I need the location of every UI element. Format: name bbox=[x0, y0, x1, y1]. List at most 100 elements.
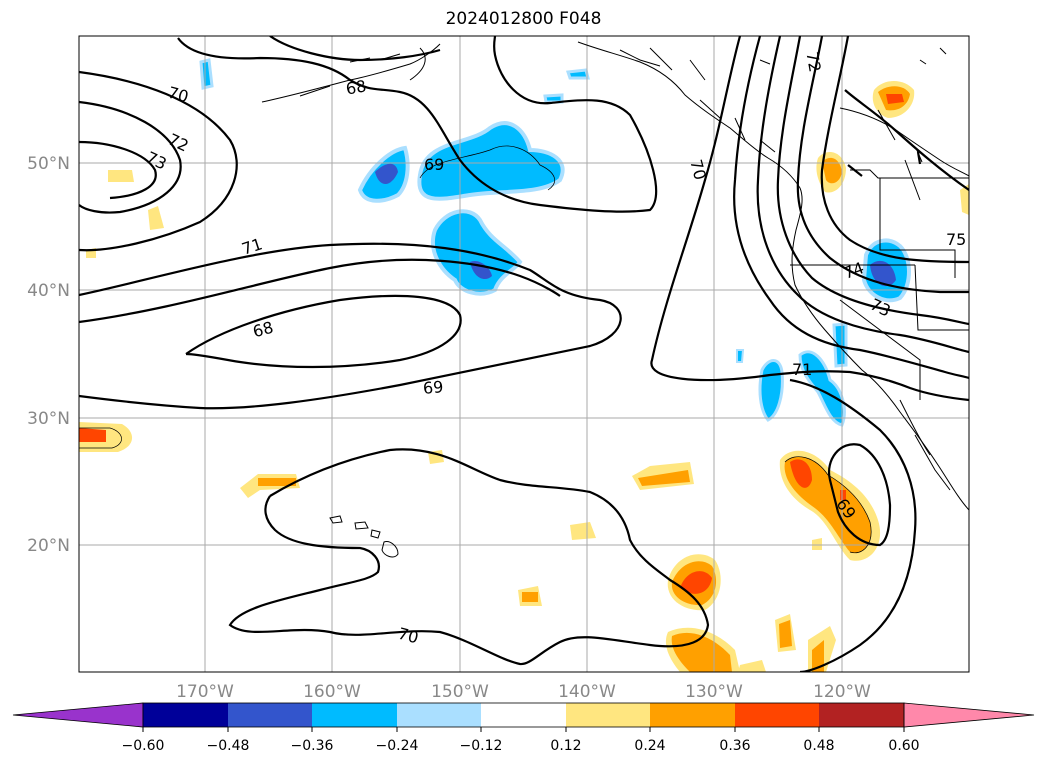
colorbar-label: 0.12 bbox=[550, 738, 581, 754]
shade-positive bbox=[258, 478, 296, 486]
coastline bbox=[577, 41, 969, 511]
contour-label: 75 bbox=[946, 230, 966, 249]
colorbar-segment bbox=[312, 703, 397, 727]
contour-line bbox=[820, 36, 969, 264]
shade-negative bbox=[199, 58, 214, 90]
map-panel: 70 72 73 68 69 71 68 69 70 72 70 75 74 7… bbox=[78, 35, 970, 673]
lon-tick-label: 120°W bbox=[813, 682, 871, 702]
lon-tick-label: 130°W bbox=[685, 682, 743, 702]
colorbar-label: −0.36 bbox=[291, 738, 334, 754]
contour-line bbox=[776, 36, 969, 326]
shade-positive bbox=[79, 428, 106, 442]
shade-positive bbox=[680, 571, 712, 594]
coastline bbox=[790, 264, 969, 331]
colorbar-segment bbox=[397, 703, 481, 727]
colorbar-label: −0.24 bbox=[376, 738, 419, 754]
shade-positive bbox=[671, 632, 732, 672]
shade-positive bbox=[638, 470, 690, 486]
thin-contour bbox=[419, 145, 556, 191]
lat-tick-label: 30°N bbox=[27, 409, 70, 429]
colorbar-segment bbox=[566, 703, 650, 727]
colorbar: −0.60 −0.48 −0.36 −0.24 −0.12 0.12 0.24 … bbox=[12, 702, 1035, 754]
contour-label: 71 bbox=[792, 360, 812, 379]
shaded-regions bbox=[79, 58, 969, 672]
shade-positive bbox=[779, 620, 792, 648]
colorbar-label: 0.60 bbox=[888, 738, 919, 754]
coastline bbox=[899, 399, 951, 491]
coastline bbox=[839, 299, 921, 400]
colorbar-label: 0.36 bbox=[719, 738, 750, 754]
lat-tick-labels: 20°N 30°N 40°N 50°N bbox=[27, 154, 70, 556]
gridlines bbox=[79, 36, 969, 672]
height-contours bbox=[79, 36, 969, 672]
contour-line bbox=[733, 36, 969, 380]
shade-positive bbox=[812, 640, 824, 672]
shade-negative bbox=[565, 68, 590, 80]
contour-line bbox=[79, 258, 561, 324]
colorbar-label: −0.48 bbox=[207, 738, 250, 754]
colorbar-label: −0.12 bbox=[460, 738, 503, 754]
contour-line bbox=[756, 36, 969, 354]
colorbar-label: 0.48 bbox=[803, 738, 834, 754]
shade-positive bbox=[812, 538, 822, 550]
island bbox=[381, 541, 399, 558]
contour-line bbox=[79, 70, 238, 252]
shade-positive bbox=[522, 592, 538, 602]
contour-line bbox=[796, 36, 969, 294]
map-title: 2024012800 F048 bbox=[445, 9, 602, 29]
colorbar-segment bbox=[735, 703, 819, 727]
contour-label: 70 bbox=[396, 624, 421, 648]
colorbar-segment bbox=[143, 703, 228, 727]
colorbar-segment bbox=[228, 703, 312, 727]
island bbox=[329, 515, 343, 524]
colorbar-segment bbox=[819, 703, 904, 727]
contour-label: 69 bbox=[424, 155, 444, 174]
colorbar-extend-low bbox=[12, 702, 144, 728]
contour-line bbox=[650, 36, 969, 402]
map-frame bbox=[78, 35, 970, 673]
lat-tick-label: 20°N bbox=[27, 536, 70, 556]
coastline bbox=[850, 169, 969, 179]
positive-regions bbox=[79, 81, 969, 672]
contour-line bbox=[185, 294, 462, 369]
contour-line bbox=[177, 36, 658, 213]
colorbar-extend-high bbox=[903, 702, 1035, 728]
colorbar-label: 0.24 bbox=[634, 738, 665, 754]
coastline bbox=[879, 178, 956, 278]
lon-tick-label: 140°W bbox=[558, 682, 616, 702]
shade-positive bbox=[570, 522, 596, 540]
contour-line bbox=[847, 151, 922, 177]
contour-line bbox=[228, 448, 710, 666]
colorbar-label: −0.60 bbox=[122, 738, 165, 754]
shade-positive bbox=[790, 459, 812, 488]
contour-line bbox=[79, 140, 157, 200]
contour-line bbox=[269, 36, 441, 62]
lon-tick-label: 170°W bbox=[176, 682, 234, 702]
shade-negative bbox=[870, 260, 896, 287]
lon-tick-label: 150°W bbox=[431, 682, 489, 702]
thin-contour bbox=[79, 427, 122, 449]
shade-positive bbox=[148, 206, 164, 230]
island bbox=[354, 521, 369, 530]
contour-label: 72 bbox=[802, 50, 824, 73]
island bbox=[370, 529, 381, 539]
shade-negative bbox=[736, 349, 745, 363]
contour-line bbox=[844, 89, 969, 191]
shade-positive bbox=[886, 94, 904, 104]
contour-line bbox=[79, 100, 182, 214]
shade-negative bbox=[375, 163, 398, 185]
negative-regions bbox=[199, 58, 911, 427]
contour-label: 70 bbox=[686, 157, 710, 182]
contour-line bbox=[827, 443, 892, 547]
contour-label: 69 bbox=[422, 377, 444, 398]
shade-positive bbox=[960, 184, 969, 215]
shade-positive bbox=[738, 660, 766, 672]
lat-tick-label: 50°N bbox=[27, 154, 70, 174]
contour-label: 70 bbox=[166, 83, 191, 107]
colorbar-segment bbox=[650, 703, 735, 727]
lon-tick-label: 160°W bbox=[303, 682, 361, 702]
coastline bbox=[619, 47, 776, 153]
shade-positive bbox=[108, 170, 134, 182]
lon-tick-labels: 170°W 160°W 150°W 140°W 130°W 120°W bbox=[176, 682, 871, 702]
